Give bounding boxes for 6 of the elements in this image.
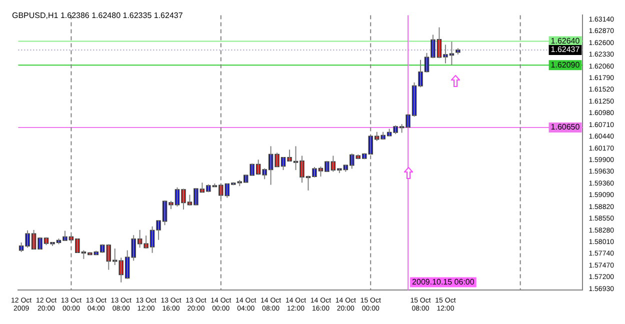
ref-line-label: 1.62640 <box>550 36 580 46</box>
chart-title: GBPUSD,H1 1.62386 1.62480 1.62335 1.62437 <box>12 11 183 20</box>
ref-line-label: 1.62090 <box>550 60 580 70</box>
ref-line-label: 1.60650 <box>550 122 580 132</box>
ref-line-label: 2009.10.15 06:00 <box>412 277 475 286</box>
ref-line-label: 1.62437 <box>550 45 580 54</box>
